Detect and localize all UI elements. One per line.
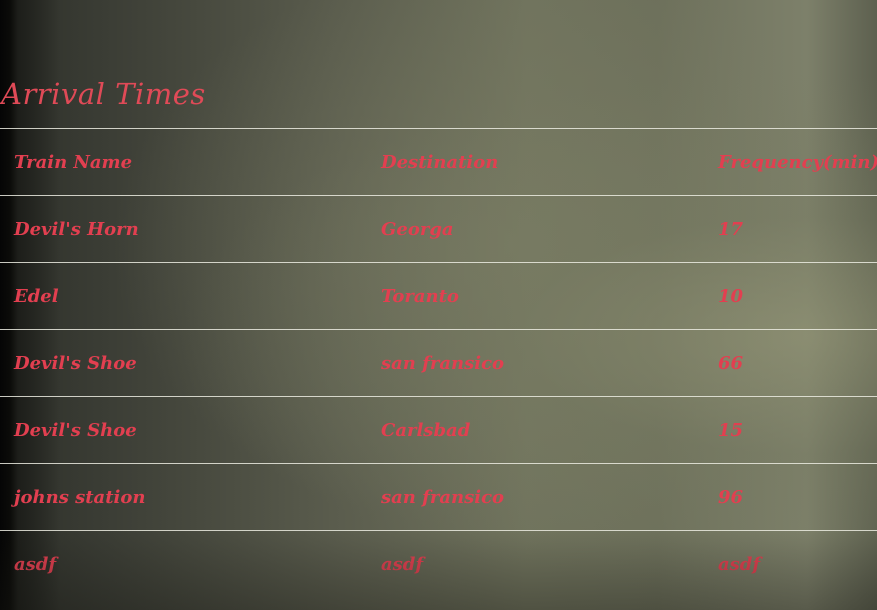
train-name-cell: Devil's Horn [0, 195, 369, 263]
column-header-train-name: Train Name [0, 128, 369, 196]
column-header-frequency: Frequency(min) [705, 128, 877, 196]
table-header: Train Name Destination Frequency(min) [0, 128, 877, 196]
table-body: Devil's Horn Georga 17 Edel Toranto 10 D… [0, 195, 877, 598]
table-row: Edel Toranto 10 [0, 262, 877, 330]
table-row: asdf asdf asdf [0, 530, 877, 598]
table-row: Devil's Horn Georga 17 [0, 195, 877, 263]
destination-cell: san fransico [369, 329, 705, 397]
frequency-cell: asdf [705, 530, 877, 598]
frequency-cell: 10 [705, 262, 877, 330]
frequency-cell: 66 [705, 329, 877, 397]
page-title: Arrival Times [1, 77, 206, 111]
table-row: Devil's Shoe san fransico 66 [0, 329, 877, 397]
train-name-cell: asdf [0, 530, 369, 598]
destination-cell: asdf [369, 530, 705, 598]
table-header-row: Train Name Destination Frequency(min) [0, 128, 877, 196]
destination-cell: Toranto [369, 262, 705, 330]
table-row: johns station san fransico 96 [0, 463, 877, 531]
destination-cell: Carlsbad [369, 396, 705, 464]
frequency-cell: 17 [705, 195, 877, 263]
destination-cell: san fransico [369, 463, 705, 531]
arrival-times-table: Train Name Destination Frequency(min) De… [0, 128, 877, 598]
train-name-cell: Edel [0, 262, 369, 330]
train-name-cell: Devil's Shoe [0, 396, 369, 464]
column-header-destination: Destination [369, 128, 705, 196]
train-name-cell: Devil's Shoe [0, 329, 369, 397]
destination-cell: Georga [369, 195, 705, 263]
train-name-cell: johns station [0, 463, 369, 531]
frequency-cell: 96 [705, 463, 877, 531]
frequency-cell: 15 [705, 396, 877, 464]
table-row: Devil's Shoe Carlsbad 15 [0, 396, 877, 464]
